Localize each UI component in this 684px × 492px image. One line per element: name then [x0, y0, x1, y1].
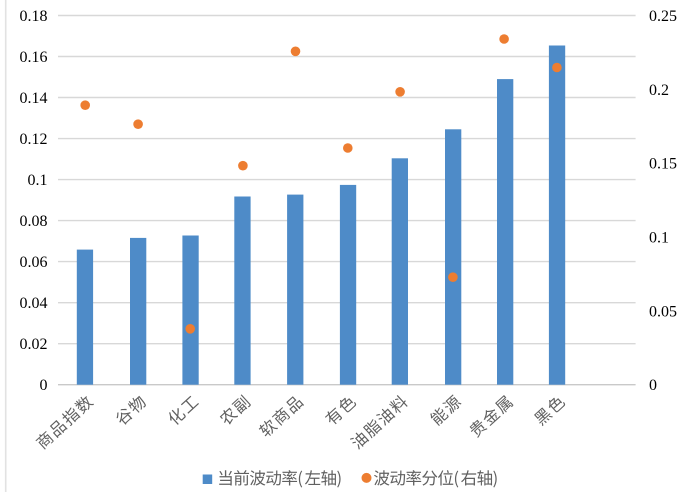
svg-text:0.08: 0.08	[20, 213, 48, 230]
svg-text:0: 0	[649, 377, 657, 394]
svg-text:0.04: 0.04	[20, 295, 48, 312]
svg-text:0.18: 0.18	[20, 8, 48, 25]
svg-text:0.2: 0.2	[649, 82, 669, 99]
svg-text:0.05: 0.05	[649, 303, 677, 320]
svg-text:0.25: 0.25	[649, 8, 677, 25]
svg-text:0.1: 0.1	[28, 172, 48, 189]
svg-text:0.15: 0.15	[649, 156, 677, 173]
svg-text:0.1: 0.1	[649, 230, 669, 247]
svg-text:0.02: 0.02	[20, 336, 48, 353]
svg-text:0.06: 0.06	[20, 254, 48, 271]
svg-text:0.12: 0.12	[20, 131, 48, 148]
svg-text:0.14: 0.14	[20, 90, 48, 107]
svg-text:0: 0	[40, 377, 48, 394]
svg-text:0.16: 0.16	[20, 49, 48, 66]
